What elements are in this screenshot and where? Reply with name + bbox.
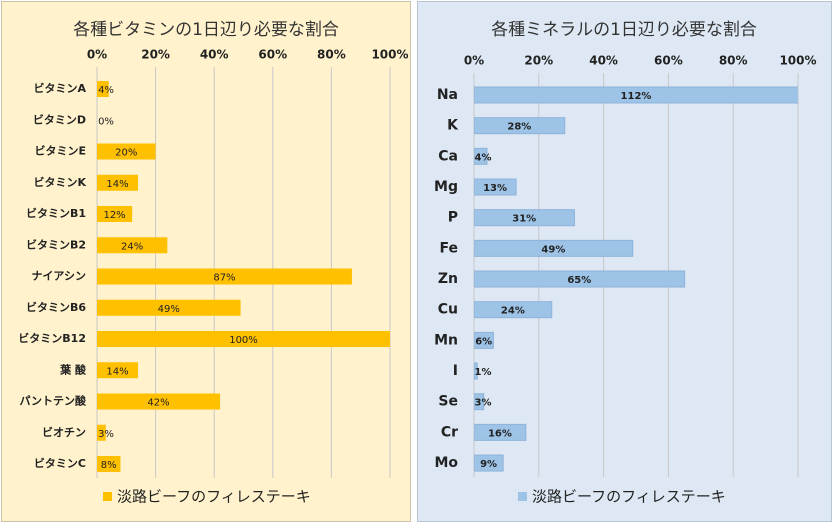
y-tick-label: K [447,118,459,134]
data-label: 20% [115,148,137,159]
bar [474,270,686,288]
y-tick-label: Fe [440,240,459,256]
y-tick-label: ビタミンE [34,144,86,158]
x-tick-label: 80% [317,48,346,62]
y-tick-label: ビタミンB12 [18,331,86,345]
bar [474,117,566,135]
x-tick-label: 40% [200,48,229,62]
y-tick-label: ビオチン [42,425,86,439]
x-tick-label: 100% [371,48,408,62]
bar [97,81,109,97]
data-label: 65% [567,275,591,286]
y-tick-label: Mg [434,179,458,195]
data-label: 3% [475,398,492,409]
bar [474,301,553,319]
y-tick-label: Mn [434,332,458,348]
bar [474,178,517,196]
y-tick-label: Na [437,87,458,103]
y-tick-label: Se [438,394,458,410]
y-tick-label: ビタミンD [33,112,86,126]
bar [474,454,504,472]
data-label: 13% [483,183,507,194]
y-tick-label: ナイアシン [31,270,86,283]
y-tick-label: ビタミンB6 [26,300,86,314]
x-tick-label: 40% [589,54,618,68]
bar [97,143,156,160]
data-label: 49% [541,244,565,255]
panel [1,1,411,522]
bar [97,456,121,472]
legend-label: 淡路ビーフのフィレステーキ [532,488,726,506]
data-label: 14% [106,366,128,377]
data-label: 100% [229,335,258,346]
data-label: 24% [121,241,143,252]
bar [474,239,634,257]
data-label: 28% [507,122,531,133]
bar [474,423,527,441]
data-label: 4% [98,85,114,96]
bar [474,362,478,380]
data-label: 31% [512,214,536,225]
data-label: 9% [480,459,497,470]
data-label: 4% [475,152,492,163]
x-tick-label: 60% [258,48,287,62]
x-tick-label: 20% [524,54,553,68]
y-tick-label: パントテン酸 [19,394,87,408]
data-label: 0% [98,116,114,127]
x-tick-label: 0% [87,48,107,62]
x-tick-label: 100% [779,54,816,68]
y-tick-label: ビタミンB2 [26,237,86,251]
data-label: 6% [475,336,492,347]
x-tick-label: 80% [719,54,748,68]
bar [97,362,139,379]
bar [97,299,241,316]
data-label: 87% [213,273,235,284]
data-label: 12% [103,210,125,221]
bar [97,206,133,222]
data-label: 49% [158,304,180,315]
data-label: 3% [98,429,114,440]
y-tick-label: Mo [434,455,458,471]
y-tick-label: Zn [438,271,458,287]
y-tick-label: 葉 酸 [59,362,87,376]
x-tick-label: 20% [141,48,170,62]
bar [474,393,485,411]
bar [474,209,575,227]
legend-label: 淡路ビーフのフィレステーキ [117,488,311,506]
data-label: 42% [147,398,169,409]
y-tick-label: Ca [438,148,458,164]
y-tick-label: ビタミンB1 [26,206,86,220]
y-tick-label: ビタミンK [33,175,86,189]
y-tick-label: ビタミンC [34,456,86,470]
legend-swatch [103,492,112,501]
bar [474,331,494,349]
y-tick-label: P [448,210,458,226]
bar [97,393,221,410]
chart-title: 各種ビタミンの1日辺り必要な割合 [73,20,339,40]
bar [474,86,798,104]
x-tick-label: 60% [654,54,683,68]
y-tick-label: Cu [438,302,458,318]
bar [97,237,168,254]
bar [97,174,139,191]
bar [97,424,106,441]
bar [474,147,488,165]
x-tick-label: 0% [464,54,484,68]
data-label: 24% [501,306,525,317]
panel [417,1,832,522]
data-label: 8% [101,460,117,471]
data-label: 16% [488,428,512,439]
data-label: 1% [475,367,492,378]
y-tick-label: I [453,363,458,379]
bar [97,268,352,285]
data-label: 112% [621,91,652,102]
data-label: 14% [106,179,128,190]
legend-swatch [518,492,527,501]
chart-title: 各種ミネラルの1日辺り必要な割合 [491,20,757,40]
y-tick-label: Cr [441,424,458,440]
y-tick-label: ビタミンA [33,81,86,95]
bar [97,331,390,347]
